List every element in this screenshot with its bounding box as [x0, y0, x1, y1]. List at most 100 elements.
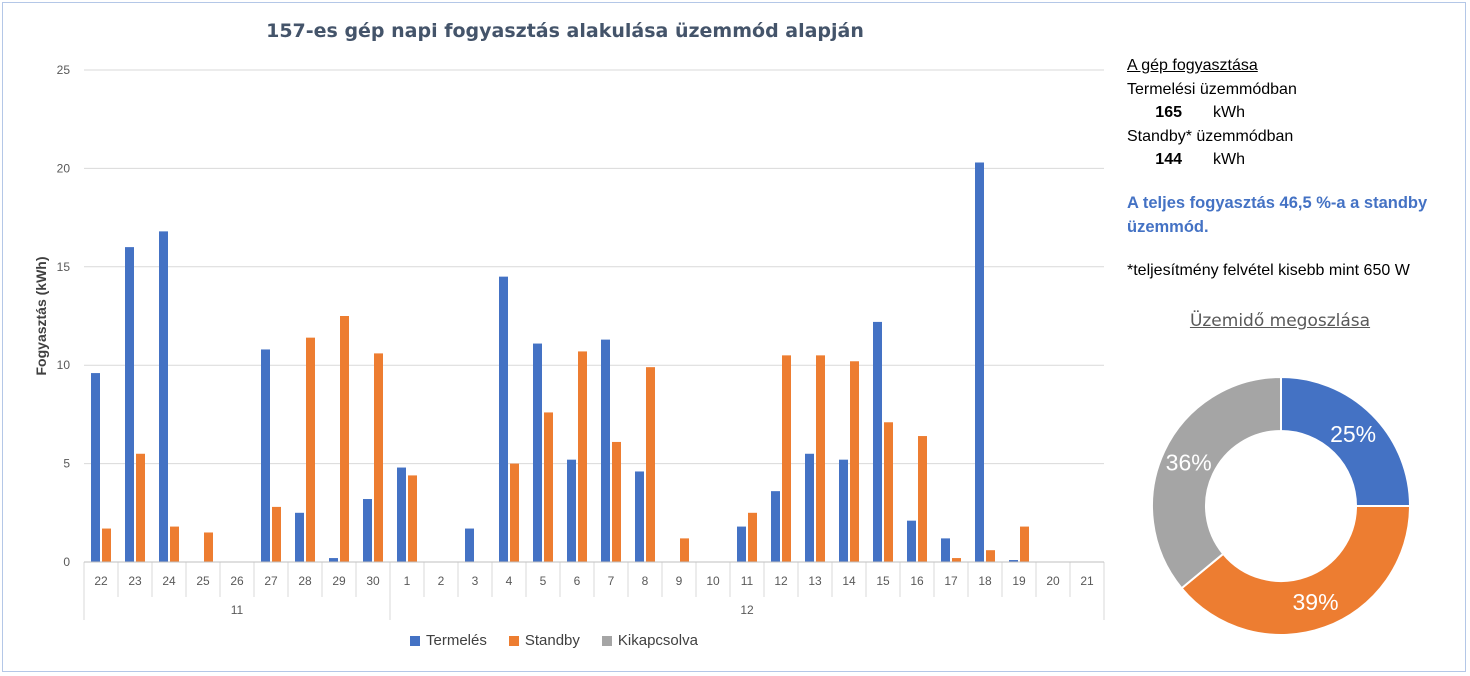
x-tick-label: 17: [944, 574, 958, 588]
production-value: 165: [1155, 104, 1182, 121]
consumption-info: A gép fogyasztása Termelési üzemmódban 1…: [1127, 54, 1297, 172]
bar-termelés-1: [397, 467, 406, 562]
x-tick-label: 30: [366, 574, 380, 588]
legend-swatch-termeles: [410, 635, 420, 646]
standby-share-highlight: A teljes fogyasztás 46,5 %-a a standby ü…: [1127, 194, 1428, 236]
x-tick-label: 28: [298, 574, 312, 588]
legend-item-kikapcsolva: Kikapcsolva: [601, 632, 698, 649]
bar-termelés-11: [737, 526, 746, 562]
bar-termelés-6: [567, 459, 576, 562]
legend-swatch-kikapcsolva: [601, 635, 612, 646]
y-tick-label: 0: [63, 555, 70, 569]
production-label: Termelési üzemmódban: [1127, 80, 1297, 98]
x-tick-label: 3: [472, 574, 479, 588]
x-tick-label: 25: [196, 574, 210, 588]
x-tick-label: 8: [642, 574, 649, 588]
chart-legend: Termelés Standby Kikapcsolva: [410, 632, 698, 649]
bar-standby-14: [850, 361, 859, 562]
y-tick-label: 20: [57, 161, 71, 175]
x-tick-label: 20: [1046, 574, 1060, 588]
bar-termelés-30: [363, 499, 372, 562]
x-tick-label: 24: [162, 574, 176, 588]
bar-standby-11: [748, 512, 757, 562]
bar-standby-13: [816, 355, 825, 562]
standby-unit: kWh: [1213, 151, 1245, 168]
bar-standby-24: [170, 526, 179, 562]
x-tick-label: 9: [676, 574, 683, 588]
x-tick-label: 12: [774, 574, 788, 588]
legend-label-termeles: Termelés: [426, 632, 487, 649]
legend-label-standby: Standby: [524, 632, 580, 649]
x-tick-label: 21: [1080, 574, 1094, 588]
bar-termelés-4: [499, 276, 508, 562]
x-tick-label: 2: [438, 574, 445, 588]
bar-termelés-12: [771, 491, 780, 562]
bar-termelés-7: [601, 339, 610, 562]
bar-standby-27: [272, 506, 281, 562]
x-tick-label: 23: [128, 574, 142, 588]
legend-item-standby: Standby: [508, 632, 580, 649]
donut-slice-kikapcsolva: [1151, 375, 1282, 590]
y-tick-label: 10: [57, 358, 71, 372]
bar-standby-23: [136, 453, 145, 562]
x-tick-label: 22: [94, 574, 108, 588]
standby-value: 144: [1155, 151, 1182, 168]
donut-label-termelés: 25%: [1330, 421, 1376, 447]
legend-swatch-standby: [508, 635, 519, 646]
production-row: 165 kWh: [1127, 101, 1297, 125]
donut-slice-standby: [1180, 505, 1412, 636]
x-tick-label: 26: [230, 574, 244, 588]
x-tick-label: 15: [876, 574, 890, 588]
bar-termelés-14: [839, 459, 848, 562]
x-tick-label: 11: [741, 574, 754, 588]
bar-termelés-5: [533, 343, 542, 562]
x-tick-label: 14: [842, 574, 856, 588]
y-tick-label: 25: [57, 63, 71, 77]
chart-title: 157-es gép napi fogyasztás alakulása üze…: [266, 20, 864, 42]
bar-standby-19: [1020, 526, 1029, 562]
x-tick-label: 18: [978, 574, 992, 588]
x-tick-label: 13: [808, 574, 822, 588]
bar-termelés-3: [465, 528, 474, 562]
bar-standby-1: [408, 475, 417, 562]
donut-title: Üzemidő megoszlása: [1189, 311, 1371, 331]
bar-termelés-18: [975, 162, 984, 562]
x-tick-label: 10: [706, 574, 720, 588]
bar-standby-18: [986, 550, 995, 562]
bar-termelés-24: [159, 231, 168, 562]
bar-standby-9: [680, 538, 689, 562]
x-group-label: 12: [740, 603, 754, 617]
bar-standby-28: [306, 337, 315, 562]
bar-standby-22: [102, 528, 111, 562]
bar-termelés-19: [1009, 560, 1018, 562]
bar-standby-5: [544, 412, 553, 562]
bar-standby-8: [646, 367, 655, 562]
x-group-label: 11: [231, 603, 244, 617]
bar-termelés-16: [907, 520, 916, 562]
bar-termelés-27: [261, 349, 270, 562]
bar-standby-7: [612, 441, 621, 562]
x-tick-label: 27: [264, 574, 278, 588]
standby-row: 144 kWh: [1127, 148, 1297, 172]
x-tick-label: 6: [574, 574, 581, 588]
standby-label: Standby* üzemmódban: [1127, 127, 1294, 145]
x-tick-label: 16: [910, 574, 924, 588]
donut-chart: 25% 39% 36%: [1151, 375, 1412, 636]
bar-standby-4: [510, 463, 519, 562]
bar-termelés-15: [873, 321, 882, 562]
bar-standby-16: [918, 436, 927, 562]
bar-standby-25: [204, 532, 213, 562]
bar-termelés-8: [635, 471, 644, 562]
bar-standby-29: [340, 316, 349, 562]
info-heading: A gép fogyasztása: [1127, 57, 1258, 74]
bar-termelés-13: [805, 453, 814, 562]
bar-termelés-29: [329, 558, 338, 562]
donut-label-standby: 39%: [1293, 589, 1339, 615]
bar-standby-12: [782, 355, 791, 562]
legend-item-termeles: Termelés: [410, 632, 487, 649]
standby-footnote: *teljesítmény felvétel kisebb mint 650 W: [1127, 262, 1410, 279]
x-tick-label: 5: [540, 574, 547, 588]
production-unit: kWh: [1213, 104, 1245, 121]
